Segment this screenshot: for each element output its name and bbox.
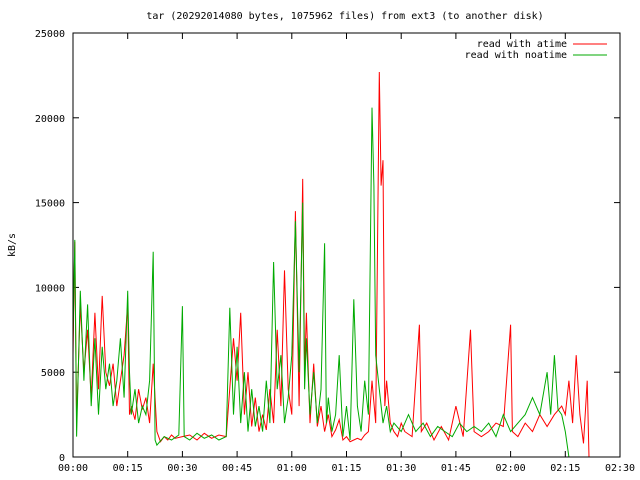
- x-tick-label: 00:45: [222, 463, 252, 474]
- x-tick-label: 01:30: [386, 463, 416, 474]
- y-tick-label: 5000: [41, 368, 65, 379]
- axis-ticks: 00:00 00:15 00:30 00:45 01:00 01:15 01:30 01:45…: [35, 29, 635, 474]
- series-group: [72, 71, 590, 458]
- x-tick-label: 02:30: [605, 463, 635, 474]
- x-tick-label: 00:00: [58, 463, 88, 474]
- chart-title: tar (20292014080 bytes, 1075962 files) f…: [146, 11, 543, 22]
- x-tick-label: 02:15: [550, 463, 580, 474]
- x-tick-label: 01:45: [441, 463, 471, 474]
- series-line-0: [72, 71, 590, 458]
- y-axis-label: kB/s: [7, 233, 18, 257]
- x-tick-label: 00:30: [167, 463, 197, 474]
- series-line-1: [72, 107, 570, 458]
- y-tick-label: 10000: [35, 283, 65, 294]
- legend-label-0: read with atime: [477, 39, 567, 50]
- y-tick-label: 20000: [35, 114, 65, 125]
- x-tick-label: 00:15: [113, 463, 143, 474]
- legend-label-1: read with noatime: [465, 50, 567, 61]
- y-tick-label: 15000: [35, 199, 65, 210]
- x-tick-label: 01:00: [277, 463, 307, 474]
- y-tick-label: 0: [59, 453, 65, 464]
- plot-frame: [72, 32, 621, 458]
- y-tick-label: 25000: [35, 29, 65, 40]
- x-tick-label: 02:00: [496, 463, 526, 474]
- x-tick-label: 01:15: [331, 463, 361, 474]
